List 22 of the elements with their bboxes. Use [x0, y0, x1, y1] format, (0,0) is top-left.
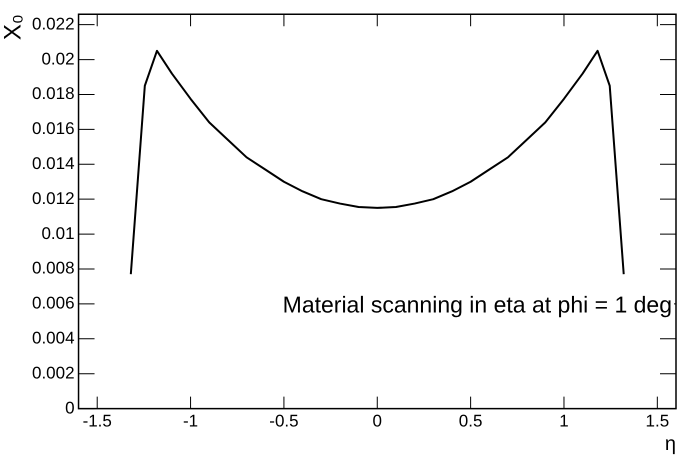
y-tick-label: 0: [65, 398, 75, 418]
y-axis-title: X₀: [0, 14, 27, 40]
y-tick-label: 0.002: [32, 363, 75, 382]
y-tick-label: 0.008: [32, 258, 75, 278]
x-tick-label: 0: [372, 411, 382, 430]
x-tick-label: 0.5: [458, 411, 482, 430]
x-tick-label: 1.5: [646, 411, 670, 430]
y-tick-label: 0.004: [32, 328, 75, 348]
y-tick-label: 0.022: [32, 14, 75, 34]
x-tick-label: -0.5: [269, 411, 299, 430]
y-tick-label: 0.006: [32, 294, 75, 313]
annotation: Material scanning in eta at phi = 1 deg: [282, 291, 672, 318]
y-tick-label: 0.016: [32, 119, 75, 138]
y-tick-label: 0.014: [32, 154, 75, 173]
y-tick-label: 0.012: [32, 188, 75, 208]
y-tick-label: 0.02: [41, 49, 75, 68]
x-axis-title: η: [664, 433, 676, 456]
x-tick-label: -1: [183, 411, 198, 430]
y-tick-label: 0.01: [41, 224, 75, 243]
x-tick-label: 1: [559, 411, 569, 430]
y-tick-label: 0.018: [32, 84, 75, 104]
x-tick-label: -1.5: [82, 411, 112, 430]
